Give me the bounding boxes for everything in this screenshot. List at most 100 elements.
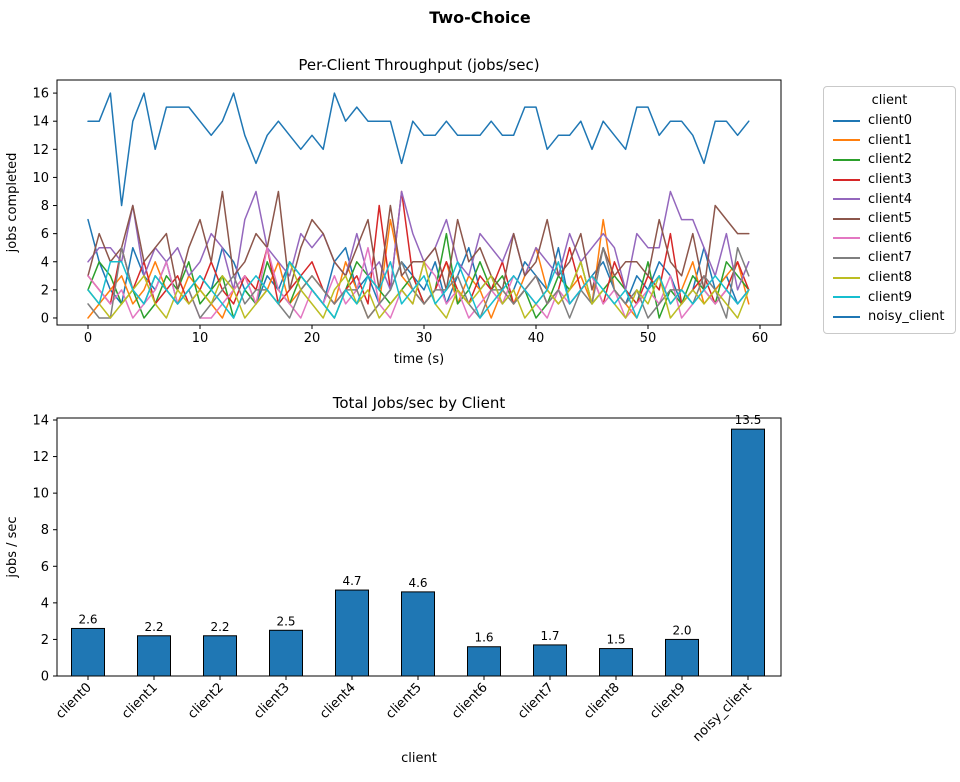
line-chart-title: Per-Client Throughput (jobs/sec) [298,56,540,74]
x-tick-label-client0: client0 [53,680,95,722]
legend-item-label: client0 [868,113,912,129]
x-tick-label-client4: client4 [317,680,359,722]
bar-client4 [335,589,369,677]
x-tick-label: 40 [528,331,545,346]
bar-client9 [665,638,699,677]
legend-item-client4: client4 [833,189,946,209]
total-jobs-bar-chart: 0 2 4 6 8 10 12 14 2.6 client0 2.2 client1 2.2 client… [5,413,782,766]
x-tick-label-client9: client9 [647,680,689,722]
legend-item-client6: client6 [833,229,946,249]
legend-item-label: client1 [868,132,912,148]
bar-client7 [533,644,567,677]
legend-item-label: client5 [868,211,912,227]
legend: client client0 client1 client2 client3 clien… [823,86,956,334]
legend-line-swatch [833,198,860,201]
x-tick-label: 30 [416,331,433,346]
x-tick-label-client7: client7 [515,680,557,722]
x-tick-label: 20 [304,331,321,346]
bar-value-label: 2.5 [276,614,295,628]
x-tick-label-client3: client3 [251,680,293,722]
y-tick-label: 0 [41,311,49,326]
legend-line-swatch [833,217,860,220]
legend-item-label: client4 [868,191,912,207]
legend-item-label: client2 [868,152,912,168]
x-tick-label-client8: client8 [581,680,623,722]
legend-item-label: noisy_client [868,309,945,325]
y-tick-label: 2 [41,633,49,648]
y-tick-label: 6 [41,227,49,242]
bar-value-label: 2.2 [144,620,163,634]
bar-value-label: 13.5 [735,413,762,427]
legend-item-client9: client9 [833,287,946,307]
bar-value-label: 2.6 [78,612,97,626]
y-tick-label: 8 [41,199,49,214]
x-tick-label: 0 [84,331,92,346]
x-tick-label: 50 [640,331,657,346]
y-tick-label: 0 [41,670,49,685]
bar-chart-title: Total Jobs/sec by Client [332,394,506,412]
x-tick-label-client1: client1 [119,680,161,722]
legend-item-label: client3 [868,172,912,188]
legend-line-swatch [833,315,860,318]
legend-line-swatch [833,237,860,240]
y-tick-label: 12 [32,450,49,465]
legend-item-label: client6 [868,230,912,246]
bar-client5 [401,591,435,677]
y-tick-label: 14 [32,414,49,429]
legend-item-label: client7 [868,250,912,266]
y-tick-label: 10 [32,487,49,502]
legend-line-swatch [833,139,860,142]
bar-value-label: 2.2 [210,620,229,634]
bar-value-label: 1.7 [540,629,559,643]
bar-value-label: 4.6 [408,576,427,590]
bar-client2 [203,635,237,677]
legend-item-client3: client3 [833,170,946,190]
bar-client1 [137,635,171,677]
y-tick-label: 12 [32,143,49,158]
y-tick-label: 8 [41,523,49,538]
legend-title: client [871,93,908,108]
y-tick-label: 2 [41,283,49,298]
bar-value-label: 1.5 [606,633,625,647]
y-tick-label: 10 [32,171,49,186]
bar-client3 [269,629,303,677]
y-tick-label: 4 [41,255,49,270]
figure-title: Two-Choice [429,8,531,27]
legend-item-client2: client2 [833,150,946,170]
legend-line-swatch [833,158,860,161]
legend-item-label: client8 [868,270,912,286]
series-client9 [87,261,750,319]
y-tick-label: 6 [41,560,49,575]
x-tick-label-client6: client6 [449,680,491,722]
bar-client0 [71,627,105,677]
legend-item-client1: client1 [833,131,946,151]
y-tick-label: 16 [32,87,49,102]
line-yaxis-label: jobs completed [5,153,20,254]
legend-line-swatch [833,256,860,259]
bar-client6 [467,646,501,677]
legend-line-swatch [833,119,860,122]
legend-line-swatch [833,296,860,299]
x-tick-label: 60 [752,331,769,346]
legend-line-swatch [833,276,860,279]
line-xaxis-label: time (s) [394,352,444,367]
legend-item-client8: client8 [833,268,946,288]
series-client5 [87,190,750,291]
series-client4 [87,190,750,291]
x-tick-label: 10 [192,331,209,346]
legend-line-swatch [833,178,860,181]
bar-value-label: 1.6 [474,631,493,645]
x-tick-label-client2: client2 [185,680,227,722]
bar-noisy_client [731,428,765,677]
legend-item-client5: client5 [833,209,946,229]
y-tick-label: 4 [41,596,49,611]
x-tick-label-client5: client5 [383,680,425,722]
legend-items: client0 client1 client2 client3 client4 clien… [833,111,946,327]
legend-item-noisy_client: noisy_client [833,307,946,327]
series-noisy_client [87,92,750,207]
bar-value-label: 2.0 [672,623,691,637]
x-tick-label-noisy_client: noisy_client [690,680,755,745]
legend-item-label: client9 [868,289,912,305]
y-tick-label: 14 [32,115,49,130]
series-client7 [87,246,750,319]
